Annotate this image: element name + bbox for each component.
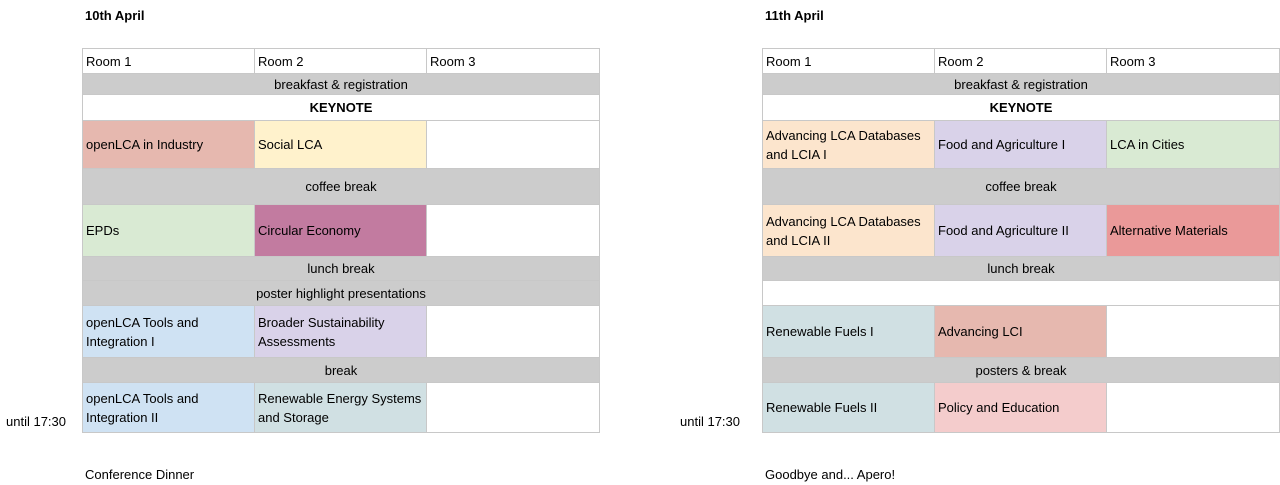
evening-event: Goodbye and... Apero! (765, 467, 896, 482)
after-lunch-row (763, 281, 1280, 306)
breakfast-row: breakfast & registration (83, 74, 600, 95)
session2-room2: Food and Agriculture II (935, 205, 1107, 257)
session1-room2: Food and Agriculture I (935, 121, 1107, 169)
keynote-row: KEYNOTE (763, 95, 1280, 121)
break-row: break (83, 358, 600, 383)
room-header-1: Room 1 (763, 49, 935, 74)
session3-room1: openLCA Tools and Integration I (83, 306, 255, 358)
session3-room3 (1107, 306, 1280, 358)
session2-room3 (427, 205, 600, 257)
session2-room3: Alternative Materials (1107, 205, 1280, 257)
session2-room2: Circular Economy (255, 205, 427, 257)
day-10-april: 10th April Room 1 Room 2 Room 3 breakfas… (0, 0, 600, 485)
evening-event: Conference Dinner (85, 467, 195, 482)
schedule-table: Room 1 Room 2 Room 3 breakfast & registr… (82, 48, 600, 433)
lunch-break-row: lunch break (763, 257, 1280, 281)
session4-room3 (427, 383, 600, 433)
after-lunch-row: poster highlight presentations (83, 281, 600, 306)
session3-room1: Renewable Fuels I (763, 306, 935, 358)
session3-room3 (427, 306, 600, 358)
lunch-break-row: lunch break (83, 257, 600, 281)
day-date: 10th April (85, 8, 145, 23)
until-time-label: until 17:30 (680, 414, 740, 429)
session4-room1: openLCA Tools and Integration II (83, 383, 255, 433)
room-header-1: Room 1 (83, 49, 255, 74)
session4-room1: Renewable Fuels II (763, 383, 935, 433)
day-date: 11th April (765, 8, 824, 23)
until-time-label: until 17:30 (6, 414, 66, 429)
session1-room3 (427, 121, 600, 169)
session1-room1: openLCA in Industry (83, 121, 255, 169)
session3-room2: Advancing LCI (935, 306, 1107, 358)
session2-room1: EPDs (83, 205, 255, 257)
coffee-break-row: coffee break (83, 169, 600, 205)
session2-room1: Advancing LCA Databases and LCIA II (763, 205, 935, 257)
break-row: posters & break (763, 358, 1280, 383)
breakfast-row: breakfast & registration (763, 74, 1280, 95)
session3-room2: Broader Sustainability Assessments (255, 306, 427, 358)
session4-room2: Policy and Education (935, 383, 1107, 433)
schedule-table: Room 1 Room 2 Room 3 breakfast & registr… (762, 48, 1280, 433)
room-header-3: Room 3 (1107, 49, 1280, 74)
session4-room3 (1107, 383, 1280, 433)
room-header-2: Room 2 (935, 49, 1107, 74)
room-header-3: Room 3 (427, 49, 600, 74)
keynote-row: KEYNOTE (83, 95, 600, 121)
day-11-april: 11th April Room 1 Room 2 Room 3 breakfas… (680, 0, 1280, 485)
session1-room2: Social LCA (255, 121, 427, 169)
room-header-2: Room 2 (255, 49, 427, 74)
session4-room2: Renewable Energy Systems and Storage (255, 383, 427, 433)
coffee-break-row: coffee break (763, 169, 1280, 205)
session1-room1: Advancing LCA Databases and LCIA I (763, 121, 935, 169)
session1-room3: LCA in Cities (1107, 121, 1280, 169)
